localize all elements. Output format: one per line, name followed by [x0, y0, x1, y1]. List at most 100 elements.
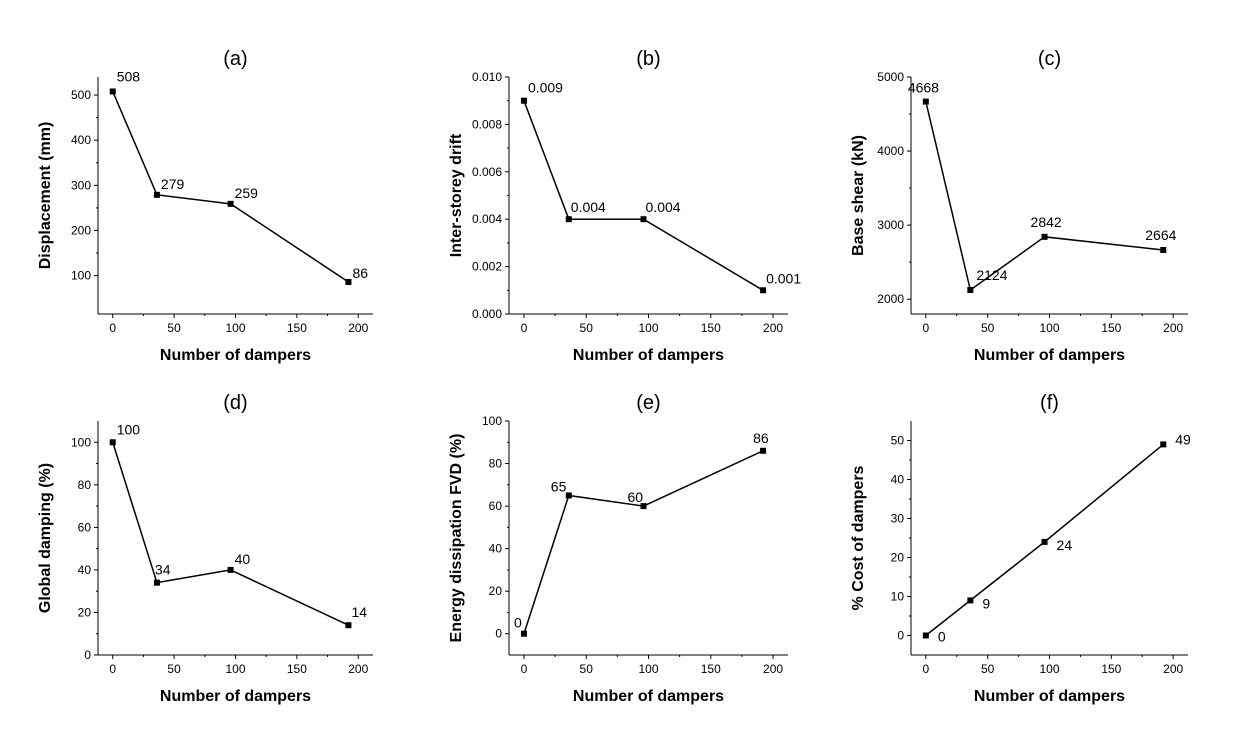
data-label: 49 [1175, 431, 1191, 447]
x-axis-title: Number of dampers [974, 347, 1125, 364]
x-tick-label: 100 [638, 662, 658, 676]
y-tick-label: 300 [71, 178, 91, 192]
data-label: 100 [117, 421, 141, 437]
data-point [967, 287, 974, 294]
x-tick-label: 0 [109, 662, 116, 676]
series-line [112, 442, 349, 626]
x-tick-label: 0 [922, 321, 929, 335]
data-point [153, 579, 160, 586]
data-point [109, 439, 116, 446]
data-point [153, 191, 160, 198]
data-point [345, 278, 352, 285]
chart-panel-e: 0 50 100 150 200 0 20 40 60 80 100 (e) Number of dam… [448, 392, 788, 705]
x-tick-label: 50 [167, 321, 181, 335]
data-label: 259 [235, 185, 259, 201]
y-tick-label: 0.004 [472, 212, 502, 226]
y-tick-label: 0 [84, 648, 91, 662]
data-label: 0 [514, 615, 522, 631]
chart-panel-f: 0 50 100 150 200 0 10 20 30 40 50 (f) Number of damp… [850, 392, 1191, 705]
y-tick-label: 80 [489, 457, 503, 471]
x-tick-label: 150 [287, 662, 307, 676]
x-tick-label: 0 [109, 321, 116, 335]
data-point [760, 447, 767, 454]
x-tick-label: 150 [701, 662, 721, 676]
x-tick-label: 150 [287, 321, 307, 335]
data-label: 0.001 [766, 270, 801, 286]
y-tick-label: 3000 [877, 218, 904, 232]
data-label: 86 [352, 265, 368, 281]
x-tick-label: 0 [922, 662, 929, 676]
y-tick-label: 0.002 [472, 260, 502, 274]
data-point [922, 98, 929, 105]
panel-title: (a) [223, 48, 247, 70]
y-tick-label: 0 [495, 627, 502, 641]
data-label: 9 [982, 595, 990, 611]
y-tick-label: 60 [489, 499, 503, 513]
x-tick-label: 50 [167, 662, 181, 676]
data-label: 86 [753, 430, 769, 446]
data-label: 508 [117, 68, 141, 84]
y-tick-label: 40 [78, 563, 92, 577]
y-tick-label: 4000 [877, 144, 904, 158]
y-tick-label: 500 [71, 88, 91, 102]
y-tick-label: 40 [891, 473, 905, 487]
data-point [109, 88, 116, 95]
y-tick-label: 100 [71, 435, 91, 449]
data-point [227, 200, 234, 207]
x-tick-label: 100 [1039, 321, 1059, 335]
x-tick-label: 50 [981, 321, 995, 335]
series-line [925, 443, 1164, 637]
y-tick-label: 200 [71, 223, 91, 237]
data-label: 279 [161, 176, 185, 192]
x-tick-label: 100 [1039, 662, 1059, 676]
x-tick-label: 200 [763, 321, 783, 335]
y-tick-label: 0.000 [472, 307, 502, 321]
data-label: 34 [155, 562, 171, 578]
data-point [565, 216, 572, 223]
x-tick-label: 50 [580, 321, 594, 335]
panel-title: (e) [636, 392, 660, 414]
y-tick-label: 5000 [877, 70, 904, 84]
y-axis-title: Base shear (kN) [850, 135, 867, 256]
x-tick-label: 150 [1101, 321, 1121, 335]
data-point [760, 287, 767, 294]
data-point [640, 216, 647, 223]
chart-panel-a: 0 50 100 150 200 100 200 300 400 500 (a) Number of … [37, 48, 373, 364]
y-axis-title: Global damping (%) [37, 463, 54, 613]
y-tick-label: 0 [897, 629, 904, 643]
data-point [1041, 538, 1048, 545]
x-axis-title: Number of dampers [573, 688, 724, 705]
data-point [640, 503, 647, 510]
data-label: 0.009 [528, 80, 563, 96]
chart-panel-b: 0 50 100 150 200 0.000 0.002 0.004 0.006 0.008 0.0… [448, 48, 801, 364]
data-point [227, 566, 234, 573]
x-tick-label: 200 [348, 321, 368, 335]
x-tick-label: 100 [225, 321, 245, 335]
data-label: 0 [938, 629, 946, 645]
y-tick-label: 30 [891, 512, 905, 526]
data-label: 65 [551, 478, 567, 494]
y-tick-label: 20 [489, 584, 503, 598]
y-tick-label: 2000 [877, 292, 904, 306]
y-tick-label: 100 [71, 269, 91, 283]
panel-title: (c) [1038, 48, 1061, 70]
data-point [967, 597, 974, 604]
series-line [925, 101, 1164, 292]
data-label: 2842 [1031, 214, 1062, 230]
x-axis-title: Number of dampers [573, 347, 724, 364]
x-tick-label: 150 [701, 321, 721, 335]
y-tick-label: 20 [891, 551, 905, 565]
x-axis-title: Number of dampers [974, 688, 1125, 705]
data-label: 40 [235, 551, 251, 567]
panel-title: (d) [223, 392, 247, 414]
x-tick-label: 200 [348, 662, 368, 676]
y-axis-title: Inter-storey drift [448, 133, 465, 257]
series-line [523, 100, 764, 291]
x-tick-label: 150 [1101, 662, 1121, 676]
y-tick-label: 0.008 [472, 117, 502, 131]
x-tick-label: 100 [225, 662, 245, 676]
x-tick-label: 0 [521, 321, 528, 335]
x-tick-label: 200 [763, 662, 783, 676]
y-axis-title: Energy dissipation FVD (%) [448, 434, 465, 643]
chart-panel-d: 0 50 100 150 200 0 20 40 60 80 100 (d) Number of dam… [37, 392, 373, 705]
